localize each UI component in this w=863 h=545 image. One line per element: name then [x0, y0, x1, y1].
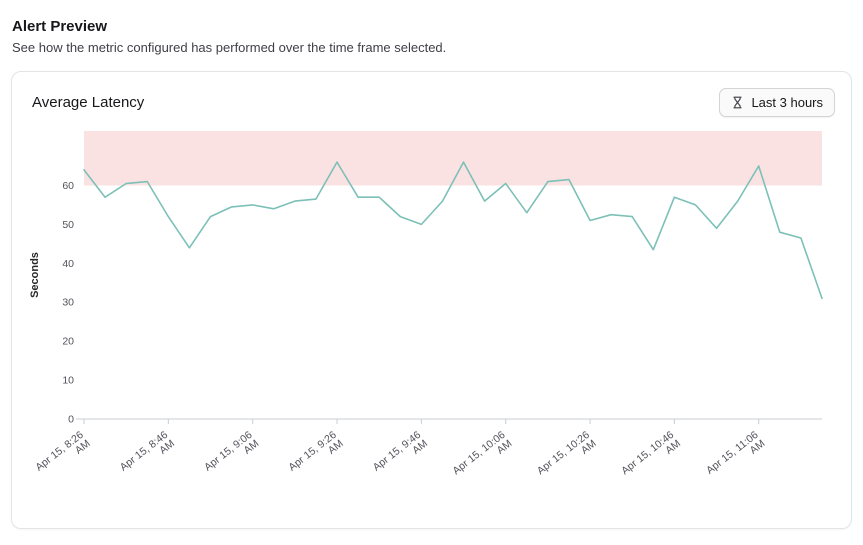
- y-axis-tick-label: 40: [62, 258, 74, 270]
- x-axis-tick-label: Apr 15, 9:46AM: [371, 429, 430, 482]
- y-axis-title: Seconds: [29, 252, 41, 298]
- x-axis-tick-label: Apr 15, 8:46AM: [118, 429, 177, 482]
- x-axis-tick-label: Apr 15, 10:06AM: [450, 429, 514, 486]
- y-axis-tick-label: 10: [62, 375, 74, 387]
- latency-chart: 0 10 20 30 40 50 60 Seconds Apr 15, 8:26AM Apr 15…: [12, 119, 851, 524]
- threshold-band: [84, 131, 822, 186]
- alert-preview-card: Average Latency Last 3 hours 0 10 20 30 40 50…: [11, 71, 852, 529]
- y-axis-tick-label: 60: [62, 180, 74, 192]
- page-subtitle: See how the metric configured has perfor…: [12, 40, 447, 55]
- card-header: Average Latency Last 3 hours: [12, 72, 851, 119]
- x-axis-tick-label: Apr 15, 9:06AM: [202, 429, 261, 482]
- x-axis-tick-label: Apr 15, 9:26AM: [286, 429, 345, 482]
- x-axis-tick-label: Apr 15, 10:46AM: [619, 429, 683, 486]
- y-axis-tick-label: 50: [62, 219, 74, 231]
- time-range-label: Last 3 hours: [751, 95, 823, 110]
- x-axis-tick-label: Apr 15, 8:26AM: [33, 429, 92, 482]
- y-axis-tick-label: 30: [62, 297, 74, 309]
- time-range-button[interactable]: Last 3 hours: [719, 88, 835, 117]
- x-axis-tick-label: Apr 15, 10:26AM: [535, 429, 599, 486]
- page-title: Alert Preview: [12, 18, 108, 35]
- y-axis-tick-label: 0: [68, 414, 74, 426]
- chart-title: Average Latency: [32, 94, 145, 111]
- y-axis-tick-label: 20: [62, 336, 74, 348]
- hourglass-icon: [731, 96, 744, 109]
- chart-svg: 0 10 20 30 40 50 60 Seconds Apr 15, 8:26AM Apr 15…: [29, 131, 823, 486]
- x-axis-tick-label: Apr 15, 11:06AM: [704, 429, 767, 486]
- metric-line: [83, 161, 823, 300]
